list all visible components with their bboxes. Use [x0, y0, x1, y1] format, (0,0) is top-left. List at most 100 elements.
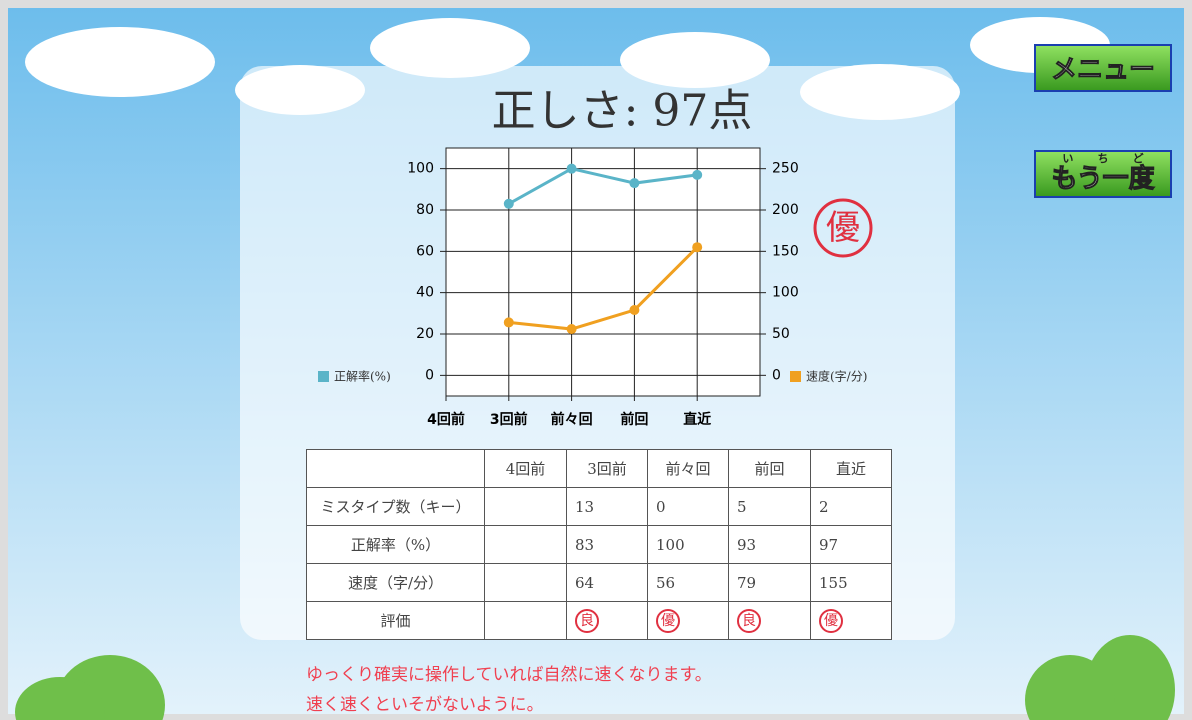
cell-text: 正解率（%）: [351, 536, 440, 554]
table-cell: 速度（字/分）: [307, 564, 485, 602]
cell-text: 3回前: [587, 460, 627, 478]
table-cell: 優: [648, 602, 729, 640]
table-cell: ミスタイプ数（キー）: [307, 488, 485, 526]
legend-swatch: [790, 371, 801, 382]
table-cell: 2: [811, 488, 892, 526]
table-cell: 4回前: [485, 450, 567, 488]
cell-text: 155: [819, 574, 848, 592]
grade-mark: 良: [737, 609, 761, 633]
cell-text: 前回: [754, 460, 784, 478]
retry-label: もう一度: [1051, 164, 1154, 194]
y2-tick-label: 150: [772, 243, 799, 259]
y2-tick-label: 50: [772, 326, 790, 342]
point: [629, 305, 639, 315]
menu-button[interactable]: メニュー: [1034, 44, 1172, 92]
cell-text: 56: [656, 574, 675, 592]
screen: 正しさ: 97点 優 0204060801000501001502002504回…: [0, 0, 1192, 720]
table-cell: 93: [729, 526, 811, 564]
grade-mark: 良: [575, 609, 599, 633]
cell-text: 評価: [380, 612, 410, 630]
x-tick-label: 前々回: [551, 411, 593, 428]
cell-text: 直近: [836, 460, 866, 478]
table-cell: 良: [567, 602, 648, 640]
cell-text: 79: [737, 574, 756, 592]
cell-text: 速度（字/分）: [348, 574, 443, 592]
x-tick-label: 3回前: [490, 411, 528, 428]
y-tick-label: 20: [416, 326, 434, 342]
table-cell: 56: [648, 564, 729, 602]
result-table: 4回前 3回前 前々回 前回 直近ミスタイプ数（キー） 13 0 5 2 正解率（%） 83 100 9…: [306, 449, 892, 640]
retry-ruby: いちど: [1051, 152, 1154, 165]
y-tick-label: 0: [425, 367, 434, 383]
table-row: ミスタイプ数（キー） 13 0 5 2: [307, 488, 892, 526]
table-cell: 97: [811, 526, 892, 564]
cell-text: 13: [575, 498, 594, 516]
x-tick-label: 直近: [683, 411, 711, 428]
grade-mark: 優: [656, 609, 680, 633]
table-cell: 79: [729, 564, 811, 602]
table-cell: 前回: [729, 450, 811, 488]
table-cell: 良: [729, 602, 811, 640]
table-cell: 正解率（%）: [307, 526, 485, 564]
title: 正しさ: 97点: [492, 86, 753, 137]
y-tick-label: 100: [407, 161, 434, 177]
y-tick-label: 40: [416, 285, 434, 301]
legend-label: 速度(字/分): [806, 369, 867, 384]
grade-mark: 優: [819, 609, 843, 633]
point: [692, 242, 702, 252]
table-cell: 評価: [307, 602, 485, 640]
table-cell: 3回前: [567, 450, 648, 488]
cell-text: 97: [819, 536, 838, 554]
y2-tick-label: 100: [772, 285, 799, 301]
cell-text: 5: [737, 498, 747, 516]
point: [567, 324, 577, 334]
table-cell: [307, 450, 485, 488]
point: [567, 164, 577, 174]
x-tick-label: 前回: [620, 411, 648, 428]
cell-text: 2: [819, 498, 829, 516]
table-cell: [485, 526, 567, 564]
table-cell: 優: [811, 602, 892, 640]
table-cell: 64: [567, 564, 648, 602]
grade-stamp-text: 優: [826, 208, 860, 248]
table-cell: 13: [567, 488, 648, 526]
legend-label: 正解率(%): [334, 369, 391, 384]
table-cell: 直近: [811, 450, 892, 488]
table-cell: [485, 564, 567, 602]
table-row: 4回前 3回前 前々回 前回 直近: [307, 450, 892, 488]
cell-text: 64: [575, 574, 594, 592]
point: [692, 170, 702, 180]
plot-area: [446, 148, 760, 396]
cell-text: ミスタイプ数（キー）: [320, 498, 470, 516]
retry-button[interactable]: もう一度いちど: [1034, 150, 1172, 198]
x-tick-label: 4回前: [427, 411, 465, 428]
table-cell: 5: [729, 488, 811, 526]
table-row: 評価 良 優 良 優: [307, 602, 892, 640]
table-row: 速度（字/分） 64 56 79 155: [307, 564, 892, 602]
y2-tick-label: 0: [772, 367, 781, 383]
table-row: 正解率（%） 83 100 93 97: [307, 526, 892, 564]
message: ゆっくり確実に操作していれば自然に速くなります。: [306, 660, 712, 685]
y2-tick-label: 200: [772, 202, 799, 218]
cell-text: 0: [656, 498, 666, 516]
cell-text: 4回前: [506, 460, 546, 478]
point: [504, 199, 514, 209]
message: 速く速くといそがないように。: [306, 690, 544, 715]
y-tick-label: 80: [416, 202, 434, 218]
table-cell: 前々回: [648, 450, 729, 488]
table-cell: 0: [648, 488, 729, 526]
cell-text: 100: [656, 536, 685, 554]
table-cell: [485, 602, 567, 640]
table-cell: 155: [811, 564, 892, 602]
legend-swatch: [318, 371, 329, 382]
table-cell: 100: [648, 526, 729, 564]
table-cell: 83: [567, 526, 648, 564]
point: [504, 317, 514, 327]
point: [629, 178, 639, 188]
cell-text: 前々回: [665, 460, 710, 478]
y-tick-label: 60: [416, 243, 434, 259]
cell-text: 93: [737, 536, 756, 554]
y2-tick-label: 250: [772, 161, 799, 177]
table-cell: [485, 488, 567, 526]
cell-text: 83: [575, 536, 594, 554]
